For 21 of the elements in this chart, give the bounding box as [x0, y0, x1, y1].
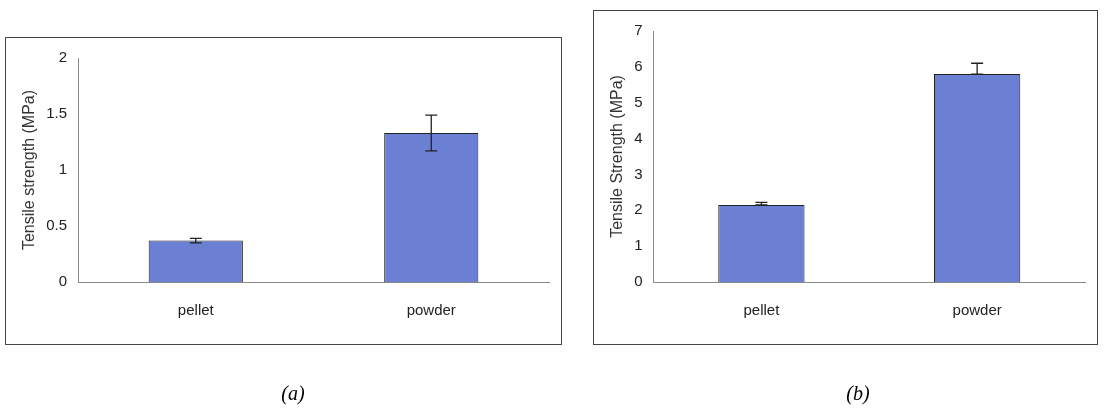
- y-tick-label: 5: [634, 92, 643, 110]
- y-axis-title: Tensile strength (MPa): [20, 89, 38, 251]
- y-tick-label: 2: [634, 200, 643, 218]
- y-tick-label: 0: [634, 272, 643, 290]
- y-axis-title: Tensile Strength (MPa): [608, 75, 626, 238]
- text: (a): [280, 382, 306, 405]
- text: (b): [845, 382, 871, 405]
- y-tick-label: 7: [634, 21, 643, 39]
- y-tick-label: 2: [58, 48, 68, 66]
- y-tick-label: 3: [634, 164, 643, 182]
- y-tick-label: 1: [634, 236, 643, 254]
- y-tick-label: 6: [634, 57, 643, 74]
- y-tick-label: 1.5: [46, 104, 68, 122]
- x-tick-label: pellet: [177, 301, 215, 319]
- x-tick-label: powder: [952, 301, 1002, 319]
- y-tick-label: 0: [58, 272, 68, 290]
- x-tick-label: powder: [406, 301, 456, 319]
- y-tick-label: 4: [634, 128, 643, 146]
- y-tick-label: 0.5: [46, 216, 68, 234]
- x-tick-label: pellet: [743, 301, 781, 319]
- y-tick-label: 1: [58, 160, 68, 178]
